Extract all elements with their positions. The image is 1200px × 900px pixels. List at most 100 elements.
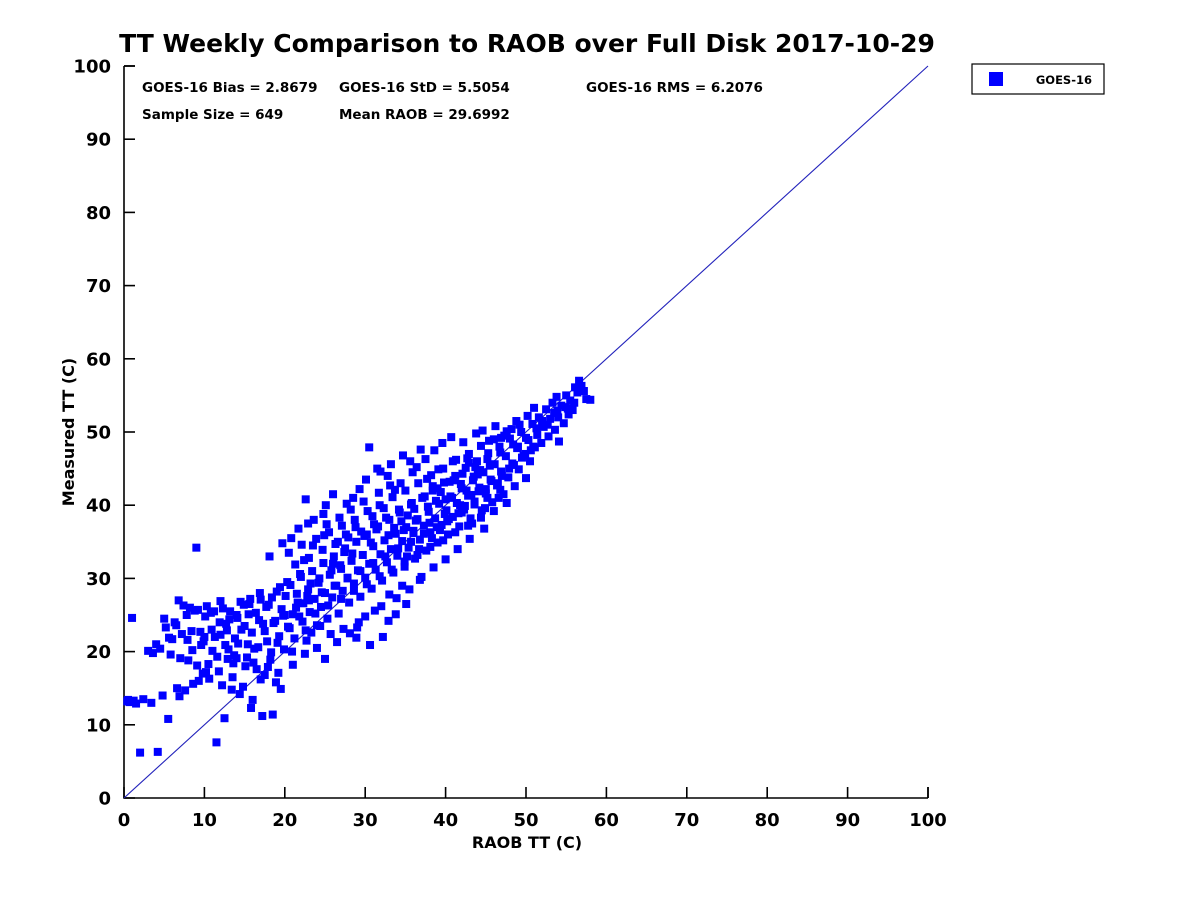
scatter-point <box>415 545 424 554</box>
scatter-point <box>308 567 317 576</box>
scatter-point <box>517 453 526 462</box>
legend-label-goes16: GOES-16 <box>1036 73 1092 87</box>
scatter-point <box>338 586 347 595</box>
scatter-point <box>212 738 221 747</box>
x-tick-label: 10 <box>192 810 217 831</box>
scatter-point <box>413 550 422 559</box>
statistics-annotations: GOES-16 Bias = 2.8679 GOES-16 StD = 5.50… <box>142 80 763 123</box>
scatter-point <box>522 433 530 442</box>
scatter-point <box>352 537 361 546</box>
scatter-point <box>435 526 444 535</box>
scatter-point <box>166 650 175 659</box>
scatter-point <box>449 476 458 485</box>
scatter-point <box>431 514 440 523</box>
scatter-point <box>445 477 454 486</box>
scatter-point <box>296 570 305 579</box>
scatter-point <box>423 502 432 511</box>
scatter-point <box>325 570 334 579</box>
y-tick-label: 0 <box>98 789 111 810</box>
scatter-point <box>319 559 328 568</box>
scatter-point <box>139 695 148 704</box>
scatter-point <box>401 486 410 495</box>
scatter-point <box>330 581 339 590</box>
scatter-point <box>390 485 399 494</box>
scatter-point <box>285 624 294 633</box>
scatter-point <box>474 487 483 496</box>
scatter-point <box>430 446 439 455</box>
scatter-point <box>476 466 485 475</box>
scatter-point <box>259 619 268 628</box>
scatter-point <box>407 537 416 546</box>
scatter-point <box>255 589 264 598</box>
scatter-point <box>411 516 420 525</box>
stat-rms: GOES-16 RMS = 6.2076 <box>586 80 763 96</box>
scatter-point <box>480 504 489 513</box>
stat-bias: GOES-16 Bias = 2.8679 <box>142 80 317 96</box>
scatter-point <box>438 438 447 447</box>
scatter-point <box>362 475 371 484</box>
x-tick-label: 90 <box>835 810 860 831</box>
scatter-point <box>554 413 563 422</box>
scatter-point <box>505 464 514 473</box>
scatter-point <box>281 591 290 600</box>
scatter-point <box>428 482 437 491</box>
x-tick-label: 0 <box>118 810 131 831</box>
scatter-point <box>202 668 211 677</box>
scatter-point <box>280 611 289 619</box>
scatter-point <box>343 573 352 582</box>
scatter-point <box>349 586 358 595</box>
scatter-point <box>509 440 518 449</box>
scatter-point <box>375 572 384 581</box>
scatter-point <box>128 613 137 622</box>
x-axis-label: RAOB TT (C) <box>472 833 582 852</box>
scatter-point <box>345 598 354 607</box>
scatter-point <box>275 632 284 641</box>
scatter-point <box>229 659 238 668</box>
y-axis-tick-labels: 0 10 20 30 40 50 60 70 80 90 100 <box>73 57 111 810</box>
scatter-point <box>496 485 505 494</box>
scatter-point <box>468 519 477 528</box>
scatter-point <box>177 630 186 639</box>
scatter-point <box>189 679 198 688</box>
scatter-point <box>341 530 350 539</box>
scatter-point <box>291 560 300 569</box>
scatter-point <box>206 608 215 617</box>
scatter-point <box>563 404 572 413</box>
scatter-point <box>496 448 505 457</box>
scatter-point <box>184 656 193 665</box>
page-title: TT Weekly Comparison to RAOB over Full D… <box>119 29 935 58</box>
scatter-point <box>210 632 219 641</box>
scatter-point <box>329 490 338 499</box>
y-tick-label: 90 <box>86 130 111 151</box>
scatter-point <box>478 426 487 435</box>
scatter-point <box>513 442 522 451</box>
scatter-point <box>517 428 526 436</box>
scatter-point <box>379 504 388 513</box>
scatter-point <box>301 495 310 504</box>
scatter-point <box>451 471 460 480</box>
scatter-point <box>356 592 365 601</box>
y-tick-label: 40 <box>86 496 111 517</box>
scatter-point <box>398 451 407 460</box>
scatter-point <box>415 535 424 544</box>
scatter-point <box>125 698 134 707</box>
scatter-point <box>443 517 452 526</box>
scatter-point <box>277 605 286 614</box>
scatter-point <box>316 602 325 611</box>
scatter-point <box>360 531 369 540</box>
scatter-point <box>221 641 230 650</box>
scatter-point <box>216 597 225 606</box>
scatter-point <box>382 558 391 567</box>
scatter-point <box>377 602 386 611</box>
scatter-point <box>227 685 236 694</box>
scatter-point <box>192 543 201 552</box>
scatter-point-group <box>123 376 595 757</box>
scatter-point <box>271 678 280 687</box>
scatter-point <box>472 457 481 466</box>
scatter-point <box>573 388 582 397</box>
scatter-point <box>385 590 394 599</box>
scatter-point <box>321 654 329 663</box>
scatter-point <box>550 408 559 417</box>
scatter-point <box>254 643 263 652</box>
